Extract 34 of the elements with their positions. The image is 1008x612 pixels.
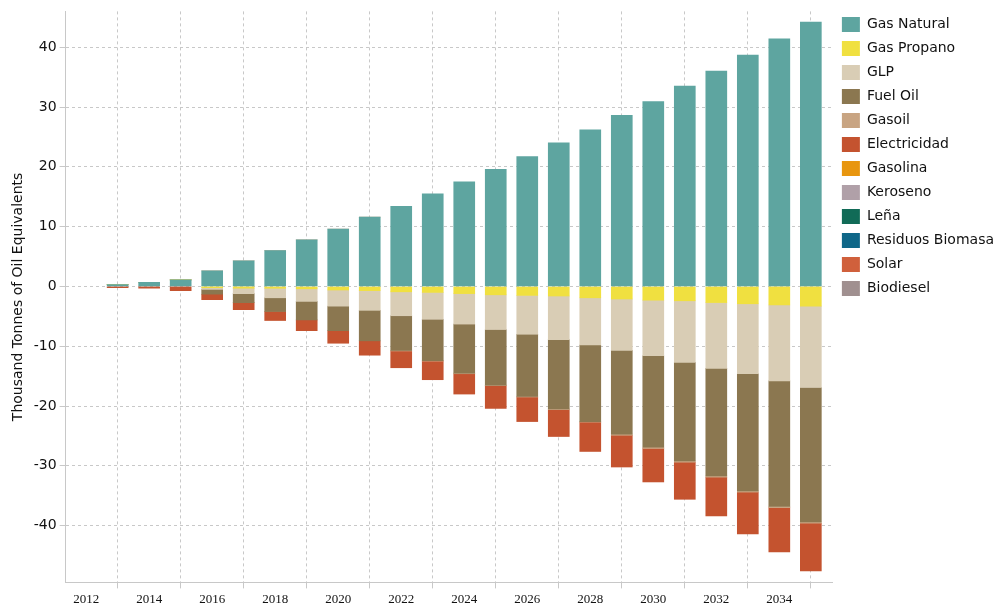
- x-tick-label: 2028: [577, 590, 604, 606]
- y-tick-label: 30: [38, 97, 57, 114]
- legend-label: Keroseno: [866, 183, 932, 200]
- legend-label: Residuos Biomasa: [866, 231, 995, 248]
- x-tick-label: 2020: [325, 590, 352, 606]
- x-tick-label: 2030: [640, 590, 667, 606]
- x-tick-label: 2024: [451, 590, 478, 606]
- x-tick-label: 2034: [766, 590, 793, 606]
- y-tick-label: -40: [33, 516, 57, 533]
- y-axis-title: Thousand Tonnes of Oil Equivalents: [9, 172, 26, 423]
- legend-label: Leña: [866, 207, 901, 224]
- legend-label: Electricidad: [866, 135, 950, 152]
- y-tick-label: -30: [33, 456, 57, 473]
- legend-label: Fuel Oil: [866, 87, 919, 104]
- x-tick-label: 2014: [136, 590, 163, 606]
- legend-label: Gasolina: [866, 159, 928, 176]
- legend-label: GLP: [866, 63, 894, 80]
- y-tick-label: 0: [47, 277, 57, 294]
- legend-label: Gas Natural: [866, 15, 950, 32]
- x-tick-label: 2012: [73, 590, 100, 606]
- x-tick-label: 2032: [703, 590, 730, 606]
- x-tick-label: 2026: [514, 590, 541, 606]
- y-tick-label: -10: [33, 336, 57, 353]
- y-tick-label: -20: [33, 396, 57, 413]
- legend-label: Gasoil: [866, 111, 910, 128]
- legend-label: Gas Propano: [866, 39, 956, 56]
- legend-label: Solar: [866, 255, 903, 272]
- x-tick-label: 2018: [262, 590, 289, 606]
- y-tick-label: 40: [38, 37, 57, 54]
- legend-label: Biodiesel: [866, 279, 931, 296]
- x-tick-label: 2016: [199, 590, 226, 606]
- y-tick-label: 20: [38, 157, 57, 174]
- y-tick-label: 10: [38, 217, 57, 234]
- x-tick-label: 2022: [388, 590, 415, 606]
